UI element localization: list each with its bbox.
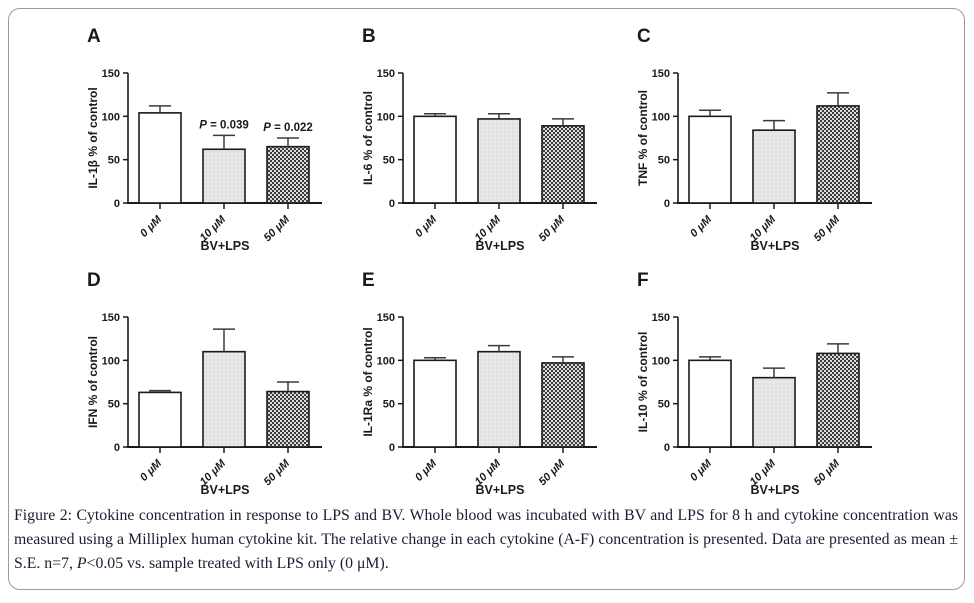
y-tick-label: 150 [652, 68, 670, 80]
x-tick-label: 50 μM [812, 213, 843, 244]
y-tick-label: 0 [664, 442, 670, 454]
y-tick-label: 0 [114, 198, 120, 210]
bar-0μM [688, 359, 732, 448]
panel-label-c: C [637, 26, 651, 47]
panel-label-e: E [362, 270, 375, 291]
x-tick-label: 0 μM [413, 457, 440, 484]
y-axis-title: TNF % of control [636, 90, 650, 186]
y-axis-title: IL-10 % of control [636, 332, 650, 433]
y-tick-label: 50 [658, 399, 670, 411]
x-axis-title: BV+LPS [751, 483, 800, 497]
x-axis-title: BV+LPS [201, 239, 250, 253]
y-tick-label: 100 [102, 111, 120, 123]
x-tick-label: 0 μM [138, 213, 165, 240]
y-tick-label: 0 [389, 442, 395, 454]
bar-10μM [202, 148, 246, 204]
y-tick-label: 150 [102, 312, 120, 324]
chart-panel-a: A IL-1β % of control 0 50 100 150 0 μM P = 0.03… [82, 16, 340, 260]
x-tick-label: 50 μM [262, 457, 293, 488]
x-tick-label: 50 μM [537, 213, 568, 244]
bar-10μM [752, 129, 796, 204]
bar-50μM [266, 390, 310, 448]
bar-10μM [477, 350, 521, 448]
y-axis-title: IL-1Ra % of control [361, 327, 375, 436]
y-tick-label: 50 [383, 155, 395, 167]
y-tick-label: 50 [108, 399, 120, 411]
chart-panel-d: D IFN % of control 0 50 100 150 0 μM 10 μM 50 μM… [82, 260, 340, 504]
x-axis-title: BV+LPS [476, 483, 525, 497]
bar-10μM [202, 350, 246, 448]
y-tick-label: 50 [383, 399, 395, 411]
bar-50μM [541, 125, 585, 204]
bar-50μM [816, 352, 860, 448]
y-tick-label: 50 [658, 155, 670, 167]
bar-10μM [752, 376, 796, 448]
x-axis-title: BV+LPS [751, 239, 800, 253]
bar-0μM [138, 391, 182, 448]
panel-label-d: D [87, 270, 101, 291]
bar-50μM [541, 362, 585, 448]
y-tick-label: 100 [377, 111, 395, 123]
y-tick-label: 0 [389, 198, 395, 210]
p-value-annotation: P = 0.039 [199, 119, 249, 131]
bar-0μM [413, 359, 457, 448]
p-value-annotation: P = 0.022 [263, 122, 313, 134]
y-axis-title: IL-6 % of control [361, 91, 375, 185]
x-tick-label: 50 μM [812, 457, 843, 488]
bar-50μM [266, 145, 310, 204]
caption-p-italic: P [76, 555, 87, 572]
panel-label-b: B [362, 26, 376, 47]
caption-text-before: Figure 2: Cytokine concentration in resp… [14, 507, 958, 572]
chart-panel-f: F IL-10 % of control 0 50 100 150 0 μM 10 μM 50 … [632, 260, 890, 504]
y-tick-label: 150 [102, 68, 120, 80]
chart-panel-c: C TNF % of control 0 50 100 150 0 μM 10 μM 50 μM… [632, 16, 890, 260]
bar-0μM [138, 112, 182, 204]
y-tick-label: 100 [652, 111, 670, 123]
y-tick-label: 0 [664, 198, 670, 210]
y-tick-label: 150 [652, 312, 670, 324]
y-tick-label: 0 [114, 442, 120, 454]
y-tick-label: 100 [652, 355, 670, 367]
x-tick-label: 0 μM [688, 457, 715, 484]
x-axis-title: BV+LPS [201, 483, 250, 497]
y-tick-label: 150 [377, 68, 395, 80]
x-tick-label: 50 μM [537, 457, 568, 488]
y-tick-label: 50 [108, 155, 120, 167]
bar-0μM [413, 115, 457, 204]
chart-svg-a: A IL-1β % of control 0 50 100 150 0 μM P = 0.03… [86, 26, 322, 253]
x-tick-label: 0 μM [138, 457, 165, 484]
y-tick-label: 100 [377, 355, 395, 367]
y-tick-label: 150 [377, 312, 395, 324]
panel-label-a: A [87, 26, 101, 47]
panel-label-f: F [637, 270, 649, 291]
y-axis-title: IL-1β % of control [86, 87, 100, 188]
bar-50μM [816, 105, 860, 204]
y-tick-label: 100 [102, 355, 120, 367]
y-axis-title: IFN % of control [86, 336, 100, 428]
x-tick-label: 0 μM [688, 213, 715, 240]
x-axis-title: BV+LPS [476, 239, 525, 253]
x-tick-label: 50 μM [262, 213, 293, 244]
chart-panel-e: E IL-1Ra % of control 0 50 100 150 0 μM 10 μM 50… [357, 260, 615, 504]
bar-10μM [477, 118, 521, 204]
bar-0μM [688, 115, 732, 204]
caption-text-after: <0.05 vs. sample treated with LPS only (… [86, 555, 389, 572]
figure-caption: Figure 2: Cytokine concentration in resp… [14, 504, 958, 576]
chart-panel-b: B IL-6 % of control 0 50 100 150 0 μM 10 μM 50 μ… [357, 16, 615, 260]
x-tick-label: 0 μM [413, 213, 440, 240]
